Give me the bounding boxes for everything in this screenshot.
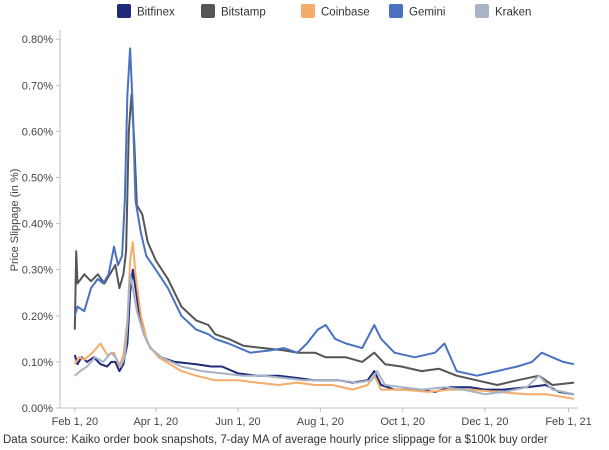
legend-swatch-kraken	[475, 4, 489, 18]
y-tick-label: 0.30%	[22, 265, 53, 277]
legend-label-coinbase: Coinbase	[321, 7, 370, 19]
y-tick-label: 0.00%	[22, 403, 53, 415]
x-axis: Feb 1, 20 Apr 1, 20 Jun 1, 20 Aug 1, 20 Oct …	[52, 408, 592, 428]
plot-frame	[59, 30, 578, 409]
legend-label-bitstamp: Bitstamp	[221, 7, 266, 19]
y-tick-label: 0.40%	[22, 219, 53, 231]
series-line-gemini	[73, 47, 575, 377]
y-tick-label: 0.10%	[22, 357, 53, 369]
x-tick-label: Apr 1, 20	[133, 416, 178, 428]
y-tick-label: 0.70%	[22, 80, 53, 92]
legend-swatch-bitstamp	[201, 4, 215, 18]
series-line-kraken	[74, 273, 575, 396]
x-tick-label: Aug 1, 20	[297, 416, 344, 428]
x-tick-label: Jun 1, 20	[215, 416, 260, 428]
y-tick-label: 0.50%	[22, 173, 53, 185]
series-line-bitstamp	[73, 93, 575, 386]
legend-swatch-bitfinex	[117, 4, 131, 18]
legend-label-gemini: Gemini	[409, 7, 445, 19]
y-axis: 0.00% 0.10% 0.20% 0.30% 0.40% 0.50% 0.60% 0.70%…	[22, 34, 60, 415]
legend-swatch-coinbase	[301, 4, 315, 18]
x-tick-label: Feb 1, 21	[545, 416, 591, 428]
series-lines	[73, 47, 575, 400]
series-line-coinbase	[73, 241, 575, 400]
legend-label-kraken: Kraken	[495, 7, 531, 19]
y-tick-label: 0.60%	[22, 126, 53, 138]
legend: Bitfinex Bitstamp Coinbase Gemini Kraken	[117, 4, 531, 19]
legend-swatch-gemini	[389, 4, 403, 18]
legend-label-bitfinex: Bitfinex	[137, 7, 175, 19]
series-line-bitfinex	[73, 268, 575, 396]
data-source-note: Data source: Kaiko order book snapshots,…	[3, 434, 548, 446]
y-tick-label: 0.80%	[22, 34, 53, 46]
x-tick-label: Dec 1, 20	[461, 416, 508, 428]
y-tick-label: 0.20%	[22, 311, 53, 323]
y-axis-title: Price Slippage (in %)	[9, 169, 21, 272]
x-tick-label: Feb 1, 20	[52, 416, 98, 428]
x-tick-label: Oct 1, 20	[380, 416, 425, 428]
